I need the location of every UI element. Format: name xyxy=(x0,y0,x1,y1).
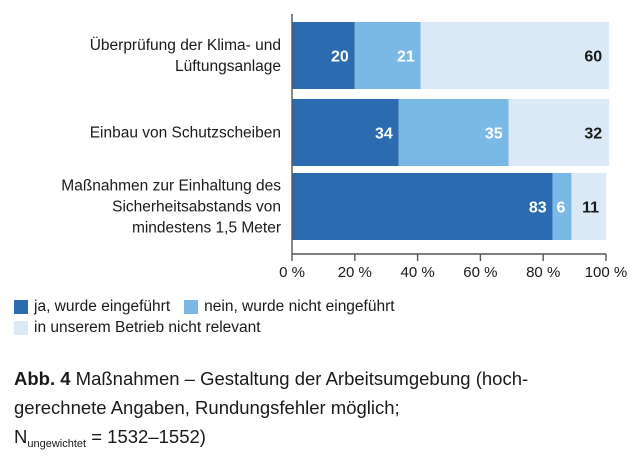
x-tick-label: 40 % xyxy=(400,264,434,281)
legend-swatch-nicht-relevant xyxy=(14,320,28,335)
bar-segment xyxy=(292,99,399,166)
x-tick-label: 80 % xyxy=(526,264,560,281)
caption-text-1: Maßnahmen – Gestaltung der Arbeitsumgebu… xyxy=(70,368,529,389)
data-label: 34 xyxy=(375,126,393,143)
caption-line-2: gerechnete Angaben, Rundungsfehler mögli… xyxy=(14,397,400,418)
legend-swatch-ja xyxy=(14,299,28,314)
figure-caption: Abb. 4 Maßnahmen – Gestaltung der Arbeit… xyxy=(14,364,614,459)
category-label: Überprüfung der Klima- und xyxy=(90,36,281,54)
category-label: Einbau von Schutzscheiben xyxy=(90,125,281,142)
x-tick-label: 60 % xyxy=(463,264,497,281)
bar-segment xyxy=(292,173,553,240)
bar-segment xyxy=(420,22,610,89)
stacked-bar-chart: 20 21 60 Überprüfung der Klima- und Lüftungs… xyxy=(61,14,628,281)
category-label: Lüftungsanlage xyxy=(175,58,281,75)
legend-item-nicht-relevant: in unserem Betrieb nicht relevant xyxy=(14,317,261,338)
data-label: 20 xyxy=(331,49,349,66)
legend-swatch-nein xyxy=(184,299,199,314)
data-label: 21 xyxy=(397,49,415,66)
category-label: mindestens 1,5 Meter xyxy=(132,220,281,237)
bar-segment xyxy=(398,99,509,166)
bar-segment xyxy=(571,173,606,240)
bar-segment xyxy=(292,22,355,89)
caption-n-value: = 1532–1552) xyxy=(86,426,206,447)
category-label: Sicherheitsabstands von xyxy=(112,199,281,216)
data-label: 6 xyxy=(557,200,566,217)
data-label: 35 xyxy=(485,126,503,143)
data-label: 60 xyxy=(584,49,602,66)
legend-label-nein: nein, wurde nicht eingeführt xyxy=(204,298,395,315)
legend-label-nicht-relevant: in unserem Betrieb nicht relevant xyxy=(34,319,261,336)
caption-n-subscript: ungewichtet xyxy=(27,438,87,450)
x-tick-label: 20 % xyxy=(338,264,372,281)
x-tick-label: 100 % xyxy=(585,264,628,281)
legend-item-ja: ja, wurde eingeführt xyxy=(14,296,170,317)
bar-segment xyxy=(508,99,610,166)
bar-segment xyxy=(354,22,421,89)
data-label: 83 xyxy=(529,200,547,217)
bar-segment xyxy=(552,173,572,240)
legend-item-nein: nein, wurde nicht eingeführt xyxy=(184,296,395,317)
x-tick-label: 0 % xyxy=(279,264,305,281)
caption-line-3: Nungewichtet = 1532–1552) xyxy=(14,422,614,459)
data-label: 32 xyxy=(584,126,602,143)
caption-line-1: Abb. 4 Maßnahmen – Gestaltung der Arbeit… xyxy=(14,364,614,393)
category-label: Maßnahmen zur Einhaltung des xyxy=(61,178,281,195)
data-label: 11 xyxy=(582,200,599,217)
legend: ja, wurde eingeführt nein, wurde nicht e… xyxy=(14,296,409,338)
legend-label-ja: ja, wurde eingeführt xyxy=(34,298,171,315)
caption-label: Abb. 4 xyxy=(14,368,71,389)
caption-n-symbol: N xyxy=(14,426,28,447)
